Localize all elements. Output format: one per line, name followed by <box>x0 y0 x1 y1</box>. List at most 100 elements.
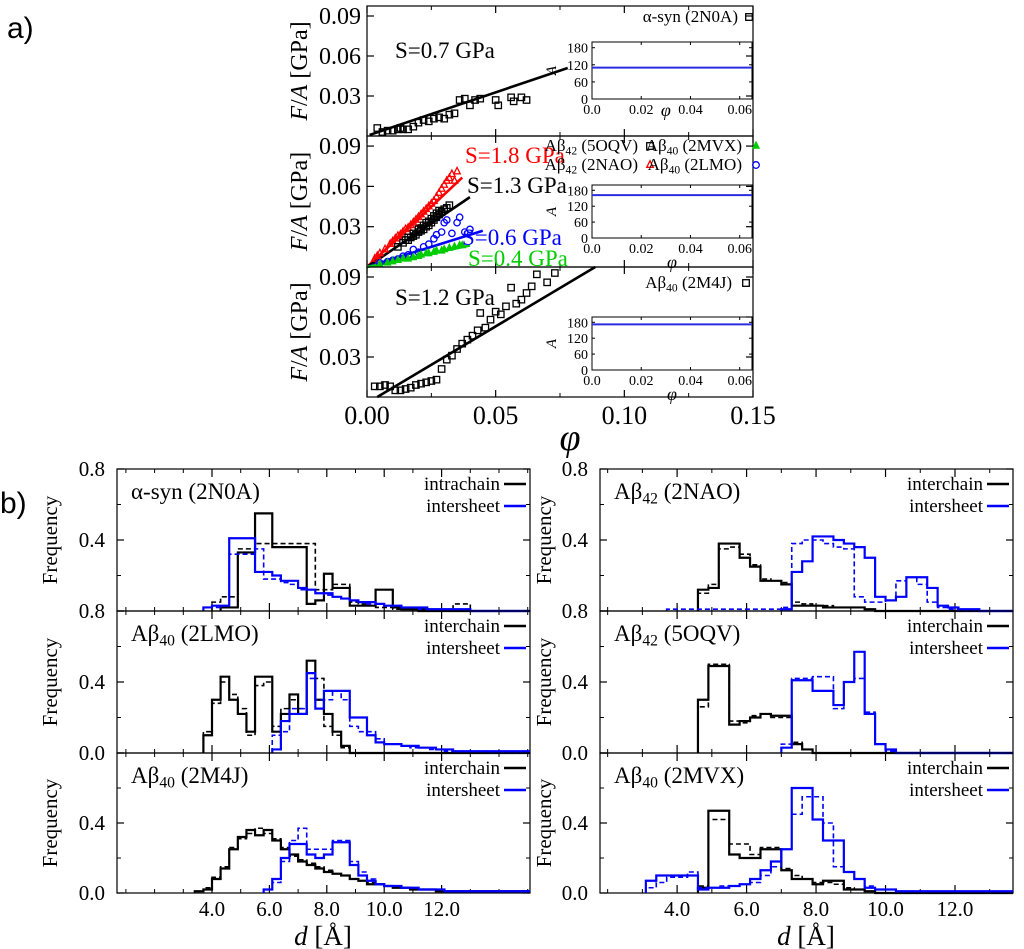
legend-label: Aβ40 (2M4J) <box>645 273 732 294</box>
marker-triangle-open <box>434 187 444 196</box>
marker-square-open <box>512 299 521 308</box>
marker-triangle-filled <box>399 253 408 262</box>
inset-y-axis-label: A <box>544 338 560 349</box>
hist-series <box>219 512 530 613</box>
marker-circle-open <box>752 161 760 169</box>
legend-label: Aβ40 (2MVX) <box>646 136 742 157</box>
inset-x-tick-label: 0.04 <box>678 103 703 118</box>
y-axis-label: Frequency <box>532 495 556 584</box>
marker-square-open <box>502 302 510 311</box>
x-tick-label: 0.05 <box>473 401 519 430</box>
histogram-title: Aβ42 (2NAO) <box>614 479 740 508</box>
panel-a-subplot-alpha-syn-2N0A: 0.03 0.06 0.09F/A [GPa] S=0.7 GPa α-syn (2N0… <box>287 4 754 137</box>
x-tick-label: 12.0 <box>937 897 974 921</box>
marker-triangle-open <box>375 247 385 257</box>
y-tick-label: 0.8 <box>79 599 105 623</box>
marker-square-open <box>430 114 438 123</box>
panel-b-label: b) <box>0 487 27 520</box>
legend-label: intersheet <box>426 780 501 801</box>
marker-square-open <box>378 128 387 136</box>
x-tick-label: 0.15 <box>730 401 776 430</box>
y-tick-label: 0.4 <box>79 528 106 552</box>
marker-square-open <box>450 109 459 118</box>
y-tick-label: 0.09 <box>319 4 361 30</box>
hist-series <box>644 786 1013 893</box>
hist-series <box>645 795 1013 893</box>
marker-square-open <box>370 382 379 391</box>
marker-square-open <box>522 289 531 297</box>
marker-square-open <box>396 386 405 395</box>
marker-square-open <box>507 283 515 292</box>
marker-square-open <box>445 201 454 210</box>
panel-a-label: a) <box>7 12 34 45</box>
y-tick-label: 0.09 <box>319 265 361 291</box>
inset-y-tick-label: 0 <box>581 364 588 379</box>
marker-square-open <box>646 142 654 150</box>
marker-square-open <box>494 101 503 110</box>
inset-x-tick-label: 0.0 <box>583 374 601 389</box>
marker-triangle-filled <box>432 245 441 254</box>
marker-square-open <box>373 124 382 132</box>
inset-x-axis-label: φ <box>667 384 677 404</box>
marker-square-open <box>394 242 402 251</box>
legend-label: intrachain <box>424 474 500 495</box>
fit-line <box>376 265 596 399</box>
inset-y-tick-label: 120 <box>567 59 588 74</box>
slope-annotation: S=1.8 GPa <box>465 143 565 168</box>
inset-y-tick-label: 60 <box>574 76 588 91</box>
inset-x-tick-label: 0.02 <box>629 242 654 257</box>
marker-triangle-open <box>445 172 454 182</box>
y-tick-label: 0.03 <box>319 215 361 241</box>
x-tick-label: 4.0 <box>664 897 690 921</box>
inset-y-axis-label: A <box>544 65 560 76</box>
marker-square-open <box>527 282 536 291</box>
legend-label: interchain <box>907 616 983 637</box>
y-tick-label: 0.09 <box>319 134 361 160</box>
marker-square-open <box>412 381 420 389</box>
marker-square-open <box>432 375 441 384</box>
marker-circle-open <box>455 213 464 222</box>
marker-square-open <box>453 345 461 353</box>
hist-series <box>271 677 530 754</box>
marker-square-open <box>383 126 392 135</box>
legend-label: α-syn (2N0A) <box>643 7 738 26</box>
marker-triangle-open <box>401 223 410 233</box>
marker-square-open <box>466 101 474 110</box>
marker-square-open <box>522 96 531 104</box>
slope-annotation: S=0.7 GPa <box>395 38 495 63</box>
panel-a-subplot-abeta-mixed: 0.03 0.06 0.09F/A [GPa] S=1.8 GPa S=1.3 GPa S… <box>287 134 761 272</box>
inset-y-tick-label: 0 <box>581 93 588 108</box>
legend-label: interchain <box>424 758 500 779</box>
y-tick-label: 0.0 <box>562 881 588 905</box>
marker-square-open <box>376 382 384 391</box>
marker-square-open <box>460 94 469 103</box>
y-tick-label: 0.06 <box>319 305 361 331</box>
hist-series <box>696 809 1013 895</box>
y-tick-label: 0.0 <box>562 741 588 765</box>
inset-y-tick-label: 120 <box>567 332 588 347</box>
y-axis-label: Frequency <box>38 778 62 867</box>
inset-frame <box>591 41 753 100</box>
hist-series <box>780 675 1013 754</box>
hist-series <box>202 672 530 754</box>
marker-square-open <box>468 331 477 340</box>
inset-y-tick-label: 0 <box>581 232 588 247</box>
marker-square-open <box>532 270 541 279</box>
inset-frame <box>591 184 753 239</box>
inset-y-tick-label: 60 <box>574 216 588 231</box>
marker-triangle-open <box>432 191 441 200</box>
marker-square-open <box>543 278 551 287</box>
marker-square-open <box>391 386 400 395</box>
y-axis-label: F/A [GPa] <box>287 21 313 121</box>
marker-triangle-open <box>452 165 462 175</box>
hist-series <box>697 818 1013 894</box>
y-tick-label: 0.06 <box>319 44 361 70</box>
y-axis-label: F/A [GPa] <box>287 282 313 382</box>
marker-square-open <box>742 279 750 287</box>
marker-square-open <box>401 385 410 393</box>
